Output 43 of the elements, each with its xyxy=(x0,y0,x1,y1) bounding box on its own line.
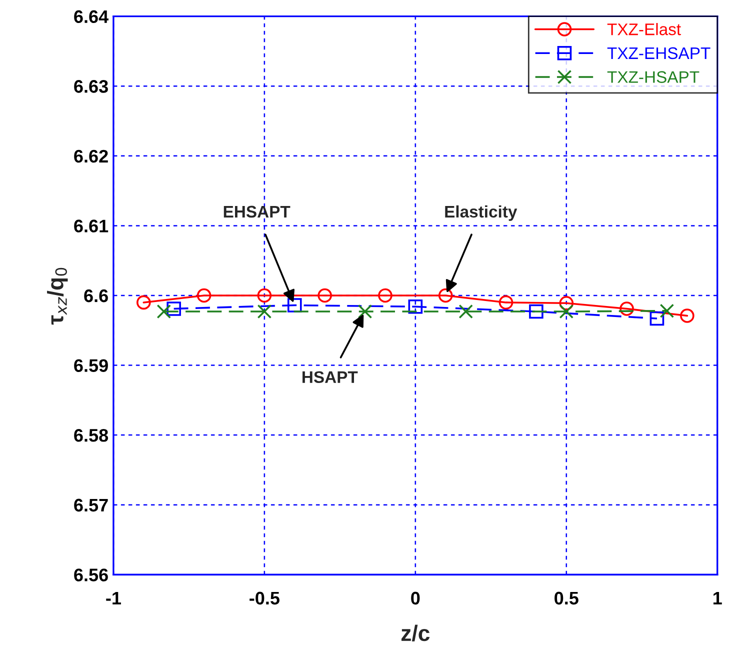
point xyxy=(458,304,473,319)
x-tick-label: -0.5 xyxy=(250,592,280,605)
y-tick-label: 6.57 xyxy=(74,498,108,512)
point xyxy=(620,302,634,316)
annotation: Elasticity xyxy=(445,205,518,221)
y-tick-label: 6.64 xyxy=(74,10,109,24)
point xyxy=(529,304,544,319)
point xyxy=(196,288,212,303)
point xyxy=(559,296,574,310)
x-tick-label: 0 xyxy=(411,592,420,605)
y-tick-label: 6.56 xyxy=(74,568,108,582)
legend-label: TXZ-EHSAPT xyxy=(607,47,710,60)
annotation: EHSAPT xyxy=(224,206,290,218)
point xyxy=(287,298,302,312)
point xyxy=(378,288,392,303)
x-tick-label: 0.5 xyxy=(554,592,578,605)
point xyxy=(650,311,664,326)
point xyxy=(156,304,172,319)
legend-label: TXZ-Elast xyxy=(607,22,681,36)
x-axis-title: z/c xyxy=(401,624,430,642)
point xyxy=(408,299,423,314)
y-tick-label: 6.58 xyxy=(74,428,108,442)
point xyxy=(438,288,453,303)
point xyxy=(660,304,674,318)
point xyxy=(498,295,514,310)
legend-label: TXZ-HSAPT xyxy=(607,71,700,83)
point xyxy=(257,288,272,303)
y-tick-label: 6.6 xyxy=(84,289,108,302)
point xyxy=(136,295,151,310)
y-tick-label: 6.63 xyxy=(74,80,108,93)
y-tick-label: 6.62 xyxy=(74,150,108,163)
annotation: HSAPT xyxy=(302,371,358,384)
point xyxy=(257,304,272,319)
point xyxy=(166,302,182,316)
point xyxy=(358,304,372,319)
y-tick-label: 6.59 xyxy=(74,359,108,372)
y-axis-title: τ$_{xz}$/q$_{0}$ xyxy=(47,268,68,325)
y-tick-label: 6.61 xyxy=(74,220,108,232)
point xyxy=(680,308,694,323)
point xyxy=(559,304,574,319)
x-tick-label: -1 xyxy=(106,592,121,604)
point xyxy=(318,288,332,303)
x-tick-label: 1 xyxy=(713,592,722,604)
